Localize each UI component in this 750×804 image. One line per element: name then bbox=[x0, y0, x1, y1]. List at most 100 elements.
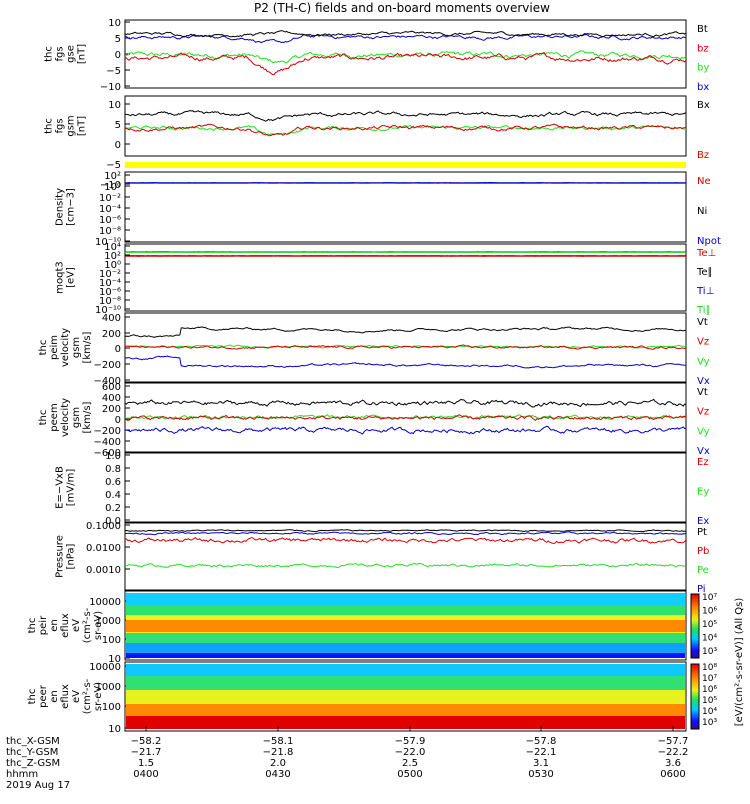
series-vx-peem bbox=[125, 426, 686, 434]
series-pi bbox=[125, 532, 686, 535]
ylabel-temp: moqt3 bbox=[55, 261, 66, 294]
colorbar-tick-peer-eflux: 10⁷ bbox=[702, 674, 717, 684]
ytick-efield: 1.0 bbox=[105, 451, 121, 462]
ytick-peim-vel: 200 bbox=[102, 329, 121, 340]
ytick-fgs-gse: −10 bbox=[100, 82, 121, 93]
ylabel-peer-eflux: peer bbox=[38, 684, 49, 708]
ylabel-peer-eflux: thc bbox=[27, 689, 38, 705]
plot-title: P2 (TH-C) fields and on-board moments ov… bbox=[254, 1, 550, 15]
series-pt bbox=[125, 530, 686, 532]
legend-efield: Ez bbox=[697, 457, 709, 468]
ylabel-peer-eflux: sr-eV) bbox=[93, 682, 104, 711]
ylabel-peir-eflux: thc bbox=[27, 618, 38, 634]
ylabel-efield: [mV/m] bbox=[66, 469, 77, 507]
xaxis-value: −21.7 bbox=[131, 747, 162, 758]
xaxis-row-label: thc_Y-GSM bbox=[6, 747, 58, 758]
ytick-density: 10⁻⁶ bbox=[99, 215, 121, 226]
ylabel-peim-vel: peim bbox=[49, 335, 60, 360]
spectrogram-peer bbox=[126, 664, 685, 676]
colorbar-tick-peer-eflux: 10⁸ bbox=[702, 663, 717, 673]
colorbar-tick-peer-eflux: 10⁴ bbox=[702, 707, 717, 717]
series-by bbox=[125, 51, 686, 63]
colorbar-tick-peir-eflux: 10³ bbox=[702, 647, 717, 657]
ylabel-peir-eflux: (cm²-s- bbox=[82, 607, 93, 643]
series-bz bbox=[125, 53, 686, 75]
legend-density: Ni bbox=[697, 206, 707, 217]
xaxis-value: 0500 bbox=[397, 769, 422, 780]
ytick-fgs-gse: 5 bbox=[115, 34, 121, 45]
legend-fgs-gse: by bbox=[697, 63, 709, 74]
ylabel-fgs-gsm: thc bbox=[44, 118, 55, 134]
ytick-efield: 0.2 bbox=[105, 503, 121, 514]
legend-peem-vel: Vy bbox=[697, 426, 710, 437]
ylabel-peim-vel: velocity bbox=[60, 328, 71, 367]
legend-pressure: Pe bbox=[697, 565, 709, 576]
ylabel-peem-vel: thc bbox=[38, 410, 49, 426]
xaxis-value: 3.6 bbox=[665, 758, 681, 769]
xaxis-value: −57.9 bbox=[395, 736, 426, 747]
colorbar-tick-peir-eflux: 10⁴ bbox=[702, 634, 717, 644]
ylabel-peim-vel: thc bbox=[38, 340, 49, 356]
legend-temp: Ti∥ bbox=[696, 305, 711, 316]
ytick-peir-eflux: 10000 bbox=[89, 597, 121, 608]
colorbar-label: [eV/(cm²-s-sr-eV)] (All Qs) bbox=[734, 598, 745, 727]
ytick-peem-vel: −200 bbox=[94, 426, 121, 437]
legend-peim-vel: Vx bbox=[697, 376, 710, 387]
xaxis-value: −58.2 bbox=[131, 736, 162, 747]
ytick-fgs-gsm: −5 bbox=[106, 160, 121, 171]
spectrogram-peir bbox=[126, 653, 685, 658]
colorbar-tick-peir-eflux: 10⁷ bbox=[702, 593, 717, 603]
ylabel-fgs-gsm: gsm bbox=[66, 115, 77, 136]
ytick-peem-vel: 600 bbox=[102, 382, 121, 393]
xaxis-value: 2.5 bbox=[402, 758, 418, 769]
legend-fgs-gsm: Bx bbox=[697, 100, 710, 111]
ytick-fgs-gse: 10 bbox=[108, 18, 121, 29]
legend-peim-vel: Vy bbox=[697, 356, 710, 367]
ytick-peer-eflux: 100 bbox=[102, 702, 121, 713]
ytick-density: 10⁰ bbox=[104, 182, 121, 193]
xaxis-value: −57.8 bbox=[526, 736, 557, 747]
spectrogram-peir bbox=[126, 593, 685, 605]
ylabel-fgs-gse: thc bbox=[44, 46, 55, 62]
legend-peem-vel: Vx bbox=[697, 446, 710, 457]
spectrogram-peer bbox=[126, 676, 685, 690]
legend-pressure: Pb bbox=[697, 546, 709, 557]
legend-density: Ne bbox=[697, 176, 711, 187]
colorbar-tick-peir-eflux: 10⁶ bbox=[702, 607, 717, 617]
legend-peem-vel: Vz bbox=[697, 407, 709, 418]
ytick-peir-eflux: 100 bbox=[102, 635, 121, 646]
ylabel-peer-eflux: (cm²-s- bbox=[82, 678, 93, 714]
xaxis-value: 0430 bbox=[265, 769, 290, 780]
series-vt-peim bbox=[125, 327, 686, 337]
colorbar-peir-eflux bbox=[691, 594, 699, 658]
xaxis-value: −22.0 bbox=[395, 747, 426, 758]
series-vx-peim bbox=[125, 356, 686, 368]
series-bx-gsm bbox=[125, 111, 686, 122]
colorbar-tick-peer-eflux: 10⁵ bbox=[702, 696, 717, 706]
ylabel-peer-eflux: eV bbox=[71, 690, 82, 703]
colorbar-peer-eflux bbox=[691, 664, 699, 729]
ytick-fgs-gse: 0 bbox=[115, 50, 121, 61]
ytick-fgs-gsm: 5 bbox=[115, 120, 121, 131]
ytick-peim-vel: −200 bbox=[94, 360, 121, 371]
ylabel-fgs-gse: fgs bbox=[55, 46, 66, 61]
series-bt bbox=[125, 31, 686, 37]
legend-temp: Ti⊥ bbox=[696, 286, 714, 297]
ylabel-density: [cm−3] bbox=[66, 188, 77, 226]
series-pb bbox=[125, 538, 686, 544]
xaxis-value: 0600 bbox=[660, 769, 685, 780]
ylabel-peir-eflux: sr-eV) bbox=[93, 611, 104, 640]
ylabel-peir-eflux: peir bbox=[38, 615, 49, 635]
xaxis-row-label: hhmm bbox=[6, 769, 38, 780]
spectrogram-peer bbox=[126, 690, 685, 704]
ylabel-fgs-gse: [nT] bbox=[77, 44, 88, 64]
legend-efield: Ey bbox=[697, 487, 709, 498]
colorbar-tick-peir-eflux: 10⁵ bbox=[702, 620, 717, 630]
legend-density: Npot bbox=[697, 236, 721, 247]
legend-fgs-gse: bz bbox=[697, 43, 709, 54]
legend-efield: Ex bbox=[697, 516, 709, 527]
spectrogram-peir bbox=[126, 633, 685, 643]
ytick-density: 10⁻² bbox=[99, 193, 121, 204]
